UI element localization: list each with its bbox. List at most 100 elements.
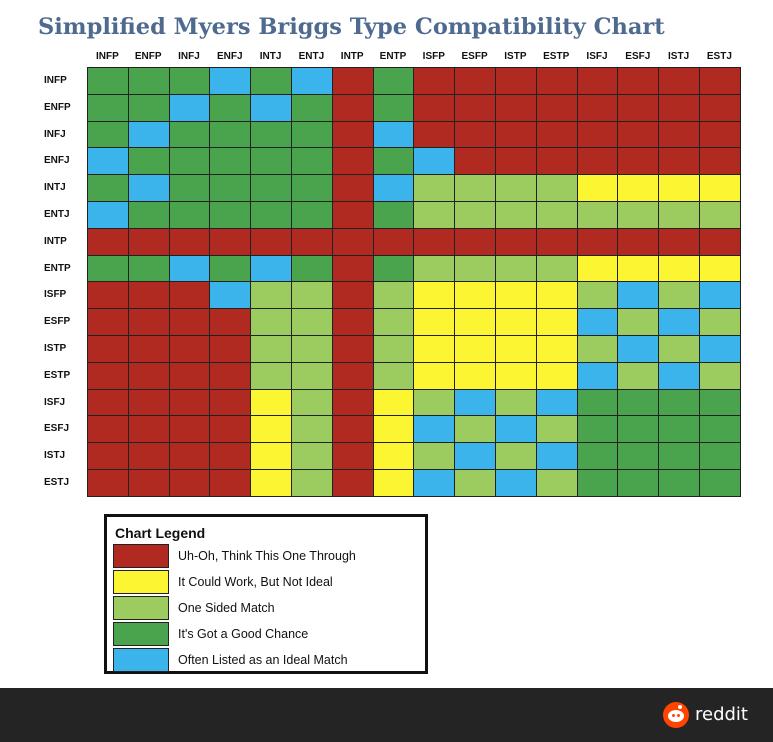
legend-swatch [113,570,169,594]
grid-cell [413,120,456,149]
grid-cell [495,67,537,95]
grid-cell [168,388,211,417]
grid-cell [87,388,129,417]
grid-cell [454,120,496,149]
grid-cell [454,469,496,497]
grid-cell [87,120,129,149]
grid-cell [372,442,415,470]
grid-cell [209,281,252,310]
grid-cell [413,335,456,363]
grid-cell [331,308,374,336]
grid-cell [576,201,619,229]
grid-cell [454,174,496,202]
grid-cell [291,469,333,497]
grid-cell [617,120,660,149]
grid-cell [699,120,741,149]
column-label: ESTP [543,51,570,62]
grid-cell [495,388,537,417]
grid-cell [291,254,333,283]
grid-cell [413,254,456,283]
grid-cell [576,281,619,310]
legend-entry: Uh-Oh, Think This One Through [113,544,423,568]
column-label: ISTP [504,51,527,62]
legend-entry: It Could Work, But Not Ideal [113,570,423,594]
grid-cell [250,147,292,176]
grid-cell [291,388,333,417]
grid-cell [250,67,292,95]
grid-cell [250,415,292,444]
row-label: ENTJ [44,209,70,220]
grid-cell [495,147,537,176]
grid-cell [413,442,456,470]
grid-cell [699,67,741,95]
column-label: INTJ [259,51,282,62]
grid-cell [372,147,415,176]
grid-cell [413,469,456,497]
grid-cell [535,120,578,149]
grid-cell [331,388,374,417]
grid-cell [168,254,211,283]
grid-cell [699,281,741,310]
grid-cell [87,335,129,363]
grid-cell [617,469,660,497]
grid-cell [127,174,170,202]
grid-cell [617,174,660,202]
grid-cell [127,201,170,229]
grid-cell [331,415,374,444]
grid-cell [576,93,619,122]
grid-cell [413,281,456,310]
grid-cell [617,227,660,256]
grid-cell [413,147,456,176]
row-label: ESTJ [44,477,70,488]
reddit-snoo-icon[interactable] [663,702,689,728]
grid-cell [168,201,211,229]
row-label: ENFJ [44,155,70,167]
grid-cell [127,147,170,176]
grid-cell [699,469,741,497]
grid-cell [168,469,211,497]
grid-cell [168,335,211,363]
grid-cell [699,442,741,470]
row-label: INTP [44,235,67,247]
grid-cell [454,201,496,229]
column-label: ENFJ [217,51,243,62]
grid-cell [291,93,333,122]
grid-cell [209,254,252,283]
grid-cell [168,415,211,444]
grid-cell [699,147,741,176]
grid-cell [576,361,619,390]
grid-cell [209,308,252,336]
grid-cell [372,415,415,444]
grid-cell [413,308,456,336]
grid-cell [209,120,252,149]
grid-cell [331,442,374,470]
grid-cell [168,361,211,390]
grid-cell [535,201,578,229]
column-label: INFJ [178,51,200,62]
grid-cell [535,308,578,336]
grid-cell [535,415,578,444]
grid-cell [331,335,374,363]
grid-cell [454,254,496,283]
grid-cell [495,308,537,336]
grid-cell [87,227,129,256]
grid-cell [87,308,129,336]
grid-cell [291,174,333,202]
grid-cell [576,442,619,470]
legend-label: Uh-Oh, Think This One Through [178,549,356,563]
grid-cell [535,174,578,202]
grid-cell [413,415,456,444]
grid-cell [454,335,496,363]
grid-cell [372,120,415,149]
grid-cell [209,388,252,417]
grid-cell [127,93,170,122]
grid-cell [250,361,292,390]
grid-cell [495,174,537,202]
grid-cell [495,361,537,390]
reddit-brand-text[interactable]: reddit [695,704,748,725]
row-label: ISTP [44,343,67,354]
grid-cell [291,67,333,95]
grid-cell [291,120,333,149]
grid-cell [209,415,252,444]
grid-cell [331,120,374,149]
